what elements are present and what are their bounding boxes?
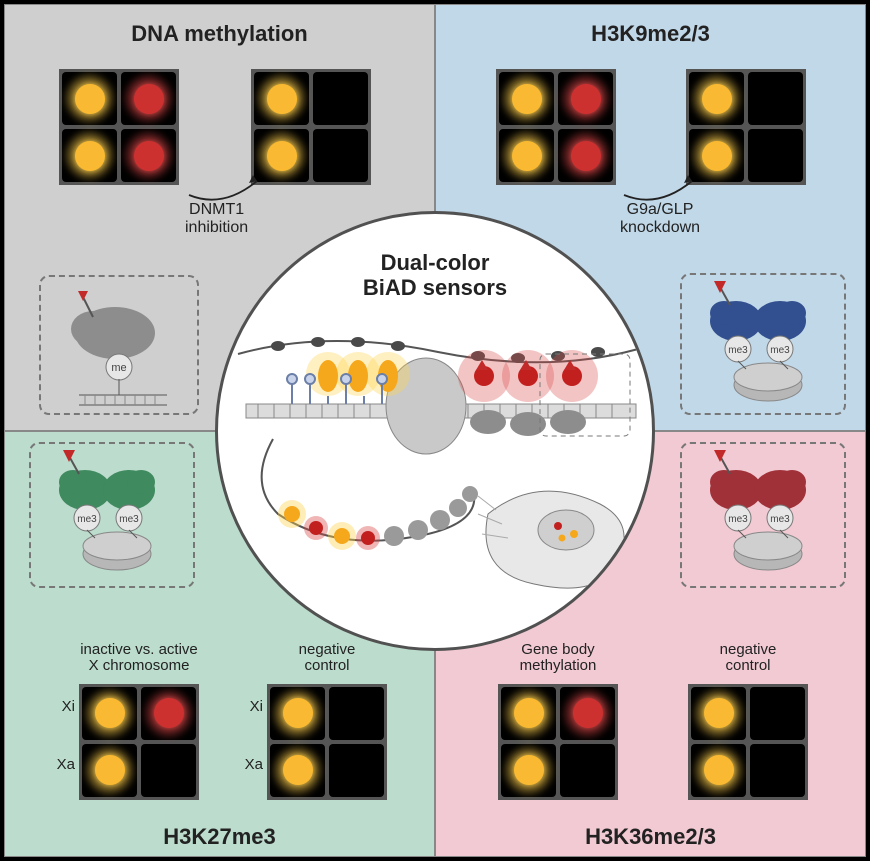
grid-cell	[560, 687, 615, 740]
grid-cell	[689, 72, 744, 125]
grid-cell	[558, 129, 613, 182]
panel-title: H3K36me2/3	[585, 824, 716, 850]
result-grid	[267, 684, 387, 800]
left-grid-label: Gene bodymethylation	[492, 642, 624, 675]
grid-cell	[62, 72, 117, 125]
grid-cell	[313, 129, 368, 182]
grid-cell	[558, 72, 613, 125]
result-grid	[79, 684, 199, 800]
grid-cell	[82, 687, 137, 740]
svg-text:me3: me3	[119, 514, 139, 525]
reader-protein-icon: me3 me3	[680, 442, 846, 588]
result-grid	[686, 69, 806, 185]
right-grid-label: negativecontrol	[267, 642, 387, 675]
grid-cell	[750, 687, 805, 740]
grid-cell	[82, 744, 137, 797]
grid-cell	[141, 744, 196, 797]
svg-text:me3: me3	[770, 345, 790, 356]
grid-cell	[691, 687, 746, 740]
result-grid	[251, 69, 371, 185]
treatment-label: DNMT1inhibition	[185, 201, 248, 236]
svg-text:me3: me3	[728, 514, 748, 525]
grid-cell	[748, 129, 803, 182]
panel-title: H3K9me2/3	[591, 21, 710, 47]
grid-cell	[313, 72, 368, 125]
reader-protein-icon: me3 me3	[29, 442, 195, 588]
grid-cell	[329, 687, 384, 740]
row-label: Xa	[237, 756, 263, 773]
center-title: Dual-color BiAD sensors	[363, 250, 507, 301]
grid-cell	[121, 129, 176, 182]
grid-cell	[121, 72, 176, 125]
result-grid	[59, 69, 179, 185]
grid-cell	[254, 72, 309, 125]
svg-text:me3: me3	[770, 514, 790, 525]
grid-cell	[750, 744, 805, 797]
grid-cell	[62, 129, 117, 182]
center-title-line1: Dual-color	[381, 250, 490, 275]
row-label: Xi	[49, 698, 75, 715]
reader-protein-icon: me	[39, 275, 199, 415]
center-title-line2: BiAD sensors	[363, 275, 507, 300]
result-grid	[496, 69, 616, 185]
treatment-label: G9a/GLPknockdown	[620, 201, 700, 236]
grid-cell	[329, 744, 384, 797]
grid-cell	[689, 129, 744, 182]
result-grid	[688, 684, 808, 800]
grid-cell	[499, 129, 554, 182]
figure-frame: DNA methylation DNMT1inhibition me H3K9me2…	[0, 0, 870, 861]
svg-text:me3: me3	[728, 345, 748, 356]
center-circle: Dual-color BiAD sensors	[215, 211, 655, 651]
row-label: Xa	[49, 756, 75, 773]
grid-cell	[748, 72, 803, 125]
row-label: Xi	[237, 698, 263, 715]
grid-cell	[254, 129, 309, 182]
left-grid-label: inactive vs. activeX chromosome	[73, 642, 205, 675]
grid-cell	[270, 687, 325, 740]
grid-cell	[141, 687, 196, 740]
grid-cell	[691, 744, 746, 797]
svg-text:me3: me3	[77, 514, 97, 525]
grid-cell	[270, 744, 325, 797]
reader-protein-icon: me3 me3	[680, 273, 846, 415]
svg-text:me: me	[111, 362, 126, 374]
right-grid-label: negativecontrol	[688, 642, 808, 675]
grid-cell	[560, 744, 615, 797]
panel-title: DNA methylation	[131, 21, 307, 47]
result-grid	[498, 684, 618, 800]
grid-cell	[501, 744, 556, 797]
grid-cell	[501, 687, 556, 740]
panel-title: H3K27me3	[163, 824, 276, 850]
grid-cell	[499, 72, 554, 125]
